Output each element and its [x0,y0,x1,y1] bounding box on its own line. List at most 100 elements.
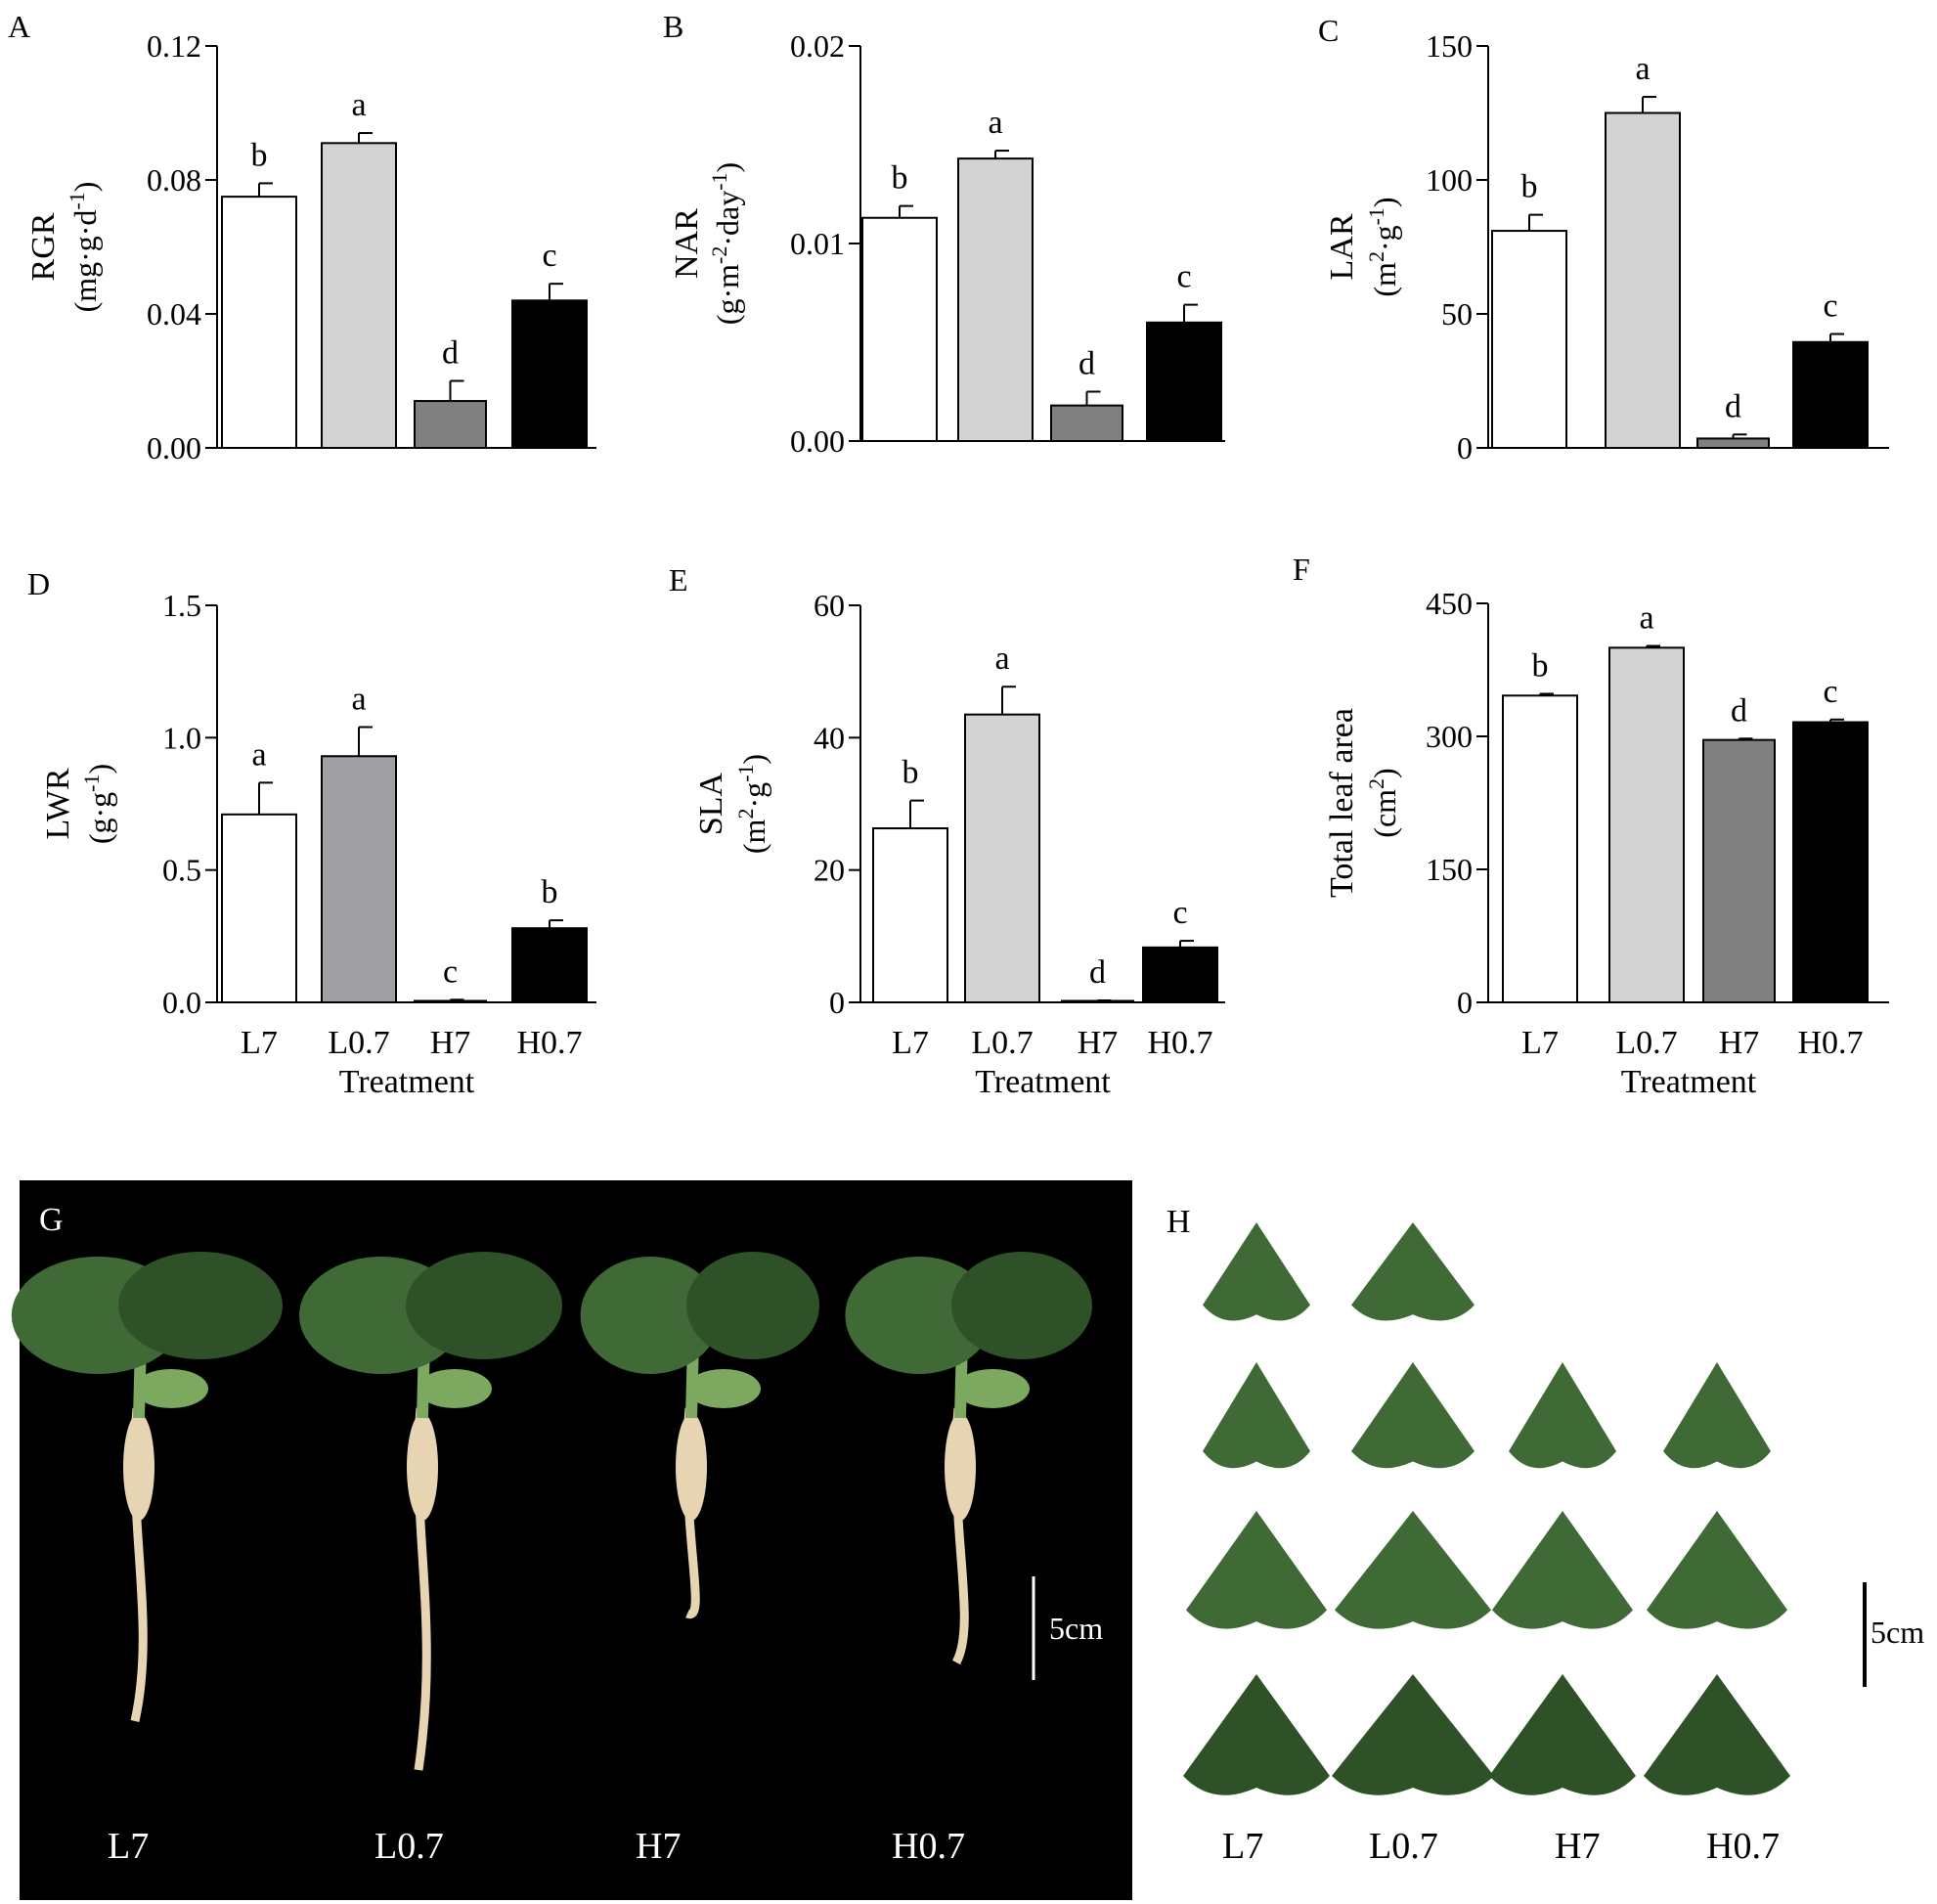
scale-label-g: 5cm [1049,1611,1103,1646]
y-tick-label: 100 [1426,162,1473,198]
leaf-specimen [1335,1511,1491,1629]
significance-letter: c [1176,259,1191,295]
x-axis-title: Treatment [1621,1064,1757,1100]
root-mass [407,1413,438,1521]
bar-h7 [1050,404,1123,443]
leaf-specimen [1351,1362,1475,1469]
leaf-specimen [1203,1222,1310,1321]
significance-letter: b [542,874,558,910]
significance-letter: b [1532,647,1549,684]
y-tick-label: 0.0 [162,985,201,1020]
y-tick-label: 0.5 [162,853,201,888]
y-tick-label: 450 [1426,586,1473,621]
significance-letter: c [443,953,458,990]
y-axis-title: Total leaf area [1324,708,1360,898]
bar-h07 [511,299,588,449]
chart-panel-d: D 0.0 0.5 1.0 1.5 LWR (g·g-1) a L7 a L0.7 c H7 b H0.7 T… [27,566,596,1100]
x-tick-label: H0.7 [1147,1025,1212,1061]
bar-l07 [321,142,397,449]
panel-label: F [1293,552,1310,587]
plant-1 [299,1252,562,1771]
panel-label: B [663,9,683,44]
significance-letter: d [1725,388,1741,424]
bar-l7 [221,196,297,449]
y-axis-title: LAR [1324,213,1360,280]
bar-h7 [1702,738,1776,1003]
significance-letter: b [892,160,908,197]
leaf [580,1257,721,1374]
y-tick-label: 20 [814,853,845,888]
significance-letter: d [1079,346,1095,382]
chart-panel-c: C 0 50 100 150 LAR (m2·g-1) b a d c [1318,13,1889,465]
y-axis-title: RGR [25,212,62,281]
panel-label-g: G [39,1202,64,1238]
chart-panel-e: E 0 20 40 60 SLA(m2·g-1) b L7 a L0.7 d H7 c H0.7 Treat… [669,562,1225,1100]
x-tick-label: H7 [1719,1025,1760,1061]
panel-label: D [27,566,50,601]
leaf-specimen [1489,1674,1636,1795]
bar-l07 [957,157,1034,442]
significance-letter: a [251,736,266,773]
leaf-specimen [1663,1362,1771,1469]
plant-specimens [11,1252,1092,1771]
root-mass [676,1413,707,1521]
significance-letter: a [1639,600,1653,637]
x-tick-label: L7 [1521,1025,1559,1061]
bar-l07 [964,713,1040,1004]
panel-label: A [8,9,30,44]
significance-letter: c [1823,288,1837,325]
x-tick-label: L7 [892,1025,929,1061]
bar-l7 [861,216,938,442]
y-tick-label: 40 [814,720,845,755]
root-mass [123,1413,154,1521]
significance-letter: d [1089,954,1106,991]
bar-h7 [414,999,487,1003]
significance-letter: c [542,238,556,274]
x-tick-label: L0.7 [328,1025,389,1061]
y-axis-title: LWR [40,768,76,839]
y-tick-label: 0 [1457,430,1473,465]
significance-letter: a [351,682,366,718]
x-tick-label: H7 [430,1025,471,1061]
bar-h07 [1792,721,1869,1003]
y-tick-label: 0.00 [790,423,845,459]
bar-h07 [1142,946,1218,1004]
plant-0 [11,1252,283,1722]
leaf-specimen [1186,1511,1327,1629]
y-axis-unit: (m2·g-1) [733,754,771,854]
y-tick-label: 0.04 [147,296,201,332]
panel-label: C [1318,13,1339,48]
y-tick-label: 1.5 [162,588,201,623]
y-axis-title: SLA [693,772,729,835]
significance-letter: a [988,105,1002,141]
leaf [406,1252,562,1359]
y-axis-unit: (mg·g·d-1) [65,182,103,313]
y-axis-unit: (m2·g-1) [1364,197,1402,296]
y-axis-unit: (g·m-2·day-1) [707,162,745,325]
significance-letter: a [1635,51,1650,87]
photo-h-label-l07: L0.7 [1369,1826,1438,1867]
chart-panel-a: A 0.00 0.04 0.08 0.12 RGR (mg·g·d-1) b a d c [8,9,596,465]
y-axis-unit: (g·g-1) [79,764,117,844]
significance-letter: a [994,641,1009,677]
bar-l07 [1605,111,1681,449]
x-tick-label: L7 [241,1025,278,1061]
leaf-specimen [1644,1674,1790,1795]
y-tick-label: 150 [1426,852,1473,887]
panel-label: E [669,562,688,598]
y-tick-label: 1.0 [162,720,201,755]
bar-h7 [414,400,487,449]
leaf [845,1257,993,1374]
leaf-specimen [1351,1222,1475,1321]
cotyledon [418,1369,492,1408]
y-tick-label: 0 [1457,985,1473,1020]
significance-letter: a [351,87,366,123]
leaf-specimen [1509,1362,1616,1469]
y-tick-label: 0.08 [147,162,201,198]
significance-letter: b [1521,169,1538,205]
photo-h-label-l7: L7 [1222,1826,1263,1867]
y-tick-label: 0.01 [790,226,845,261]
bar-h7 [1696,437,1770,450]
